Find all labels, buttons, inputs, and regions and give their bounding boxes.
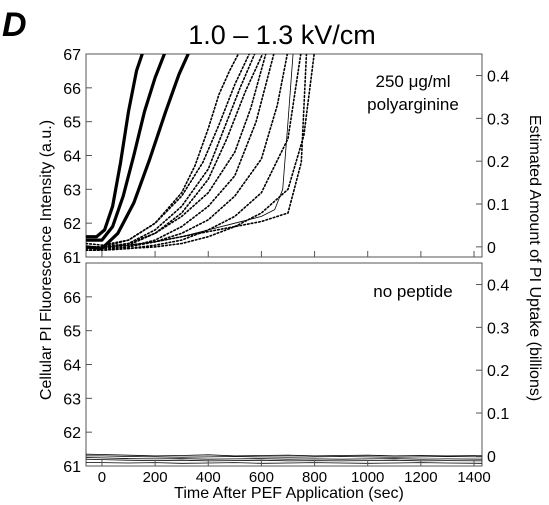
top-y-tick-label: 67 — [63, 47, 81, 64]
figure-title: 1.0 – 1.3 kV/cm — [188, 20, 376, 50]
top-panel-annotation-line-1: 250 μg/ml — [376, 72, 451, 91]
x-tick-label: 1400 — [457, 469, 490, 486]
x-tick-label: 0 — [98, 469, 106, 486]
y-axis-label-left: Cellular PI Fluorescence Intensity (a.u.… — [38, 120, 55, 400]
bottom-y2-tick-label: 0 — [487, 449, 496, 466]
top-y2-tick-label: 0.1 — [487, 197, 509, 214]
bottom-series-3 — [86, 458, 482, 462]
top-series-11 — [86, 54, 302, 251]
top-series-5 — [86, 54, 251, 248]
bottom-panel-annotation: no peptide — [373, 282, 452, 301]
top-y-tick-label: 64 — [63, 149, 81, 166]
top-series-10 — [86, 54, 289, 250]
top-y2-tick-label: 0.4 — [487, 69, 509, 86]
bottom-y-tick-label: 62 — [63, 425, 81, 442]
bottom-y2-tick-label: 0.4 — [487, 278, 509, 295]
x-tick-label: 800 — [302, 469, 327, 486]
bottom-y2-tick-label: 0.2 — [487, 363, 509, 380]
bottom-y-tick-label: 64 — [63, 358, 81, 375]
axes: 61 62 63 64 65 66 67 0 0.1 0.2 0.3 0.4 61 62 63 64 65 66 0… — [63, 47, 509, 486]
bottom-y2-tick-label: 0.3 — [487, 320, 509, 337]
top-y2-tick-label: 0 — [487, 240, 496, 257]
bottom-series-1 — [86, 455, 482, 458]
x-tick-label: 200 — [143, 469, 168, 486]
top-series-4 — [86, 54, 240, 246]
y-axis-label-right: Estimated Amount of PI Uptake (billions) — [526, 115, 543, 401]
top-series-1 — [86, 54, 144, 239]
x-tick-label: 600 — [249, 469, 274, 486]
bottom-panel-curves — [86, 453, 482, 464]
top-series-14 — [86, 54, 294, 248]
bottom-y2-tick-label: 0.1 — [487, 406, 509, 423]
top-series-7 — [86, 54, 264, 250]
bottom-series-2 — [86, 457, 482, 460]
top-panel-annotation-line-2: polyarginine — [367, 95, 459, 114]
top-panel-curves — [86, 54, 315, 251]
top-y2-tick-label: 0.2 — [487, 154, 509, 171]
bottom-y-tick-label: 65 — [63, 324, 81, 341]
top-series-2 — [86, 54, 167, 242]
top-y-tick-label: 62 — [63, 216, 81, 233]
bottom-y-tick-label: 61 — [63, 459, 81, 476]
x-tick-label: 400 — [196, 469, 221, 486]
top-series-12 — [86, 54, 315, 251]
bottom-y-tick-label: 63 — [63, 391, 81, 408]
top-y-tick-label: 61 — [63, 250, 81, 267]
top-series-13 — [86, 54, 308, 248]
panel-letter: D — [2, 6, 27, 44]
top-y-tick-label: 63 — [63, 182, 81, 199]
x-tick-label: 1000 — [351, 469, 384, 486]
top-y-tick-label: 66 — [63, 81, 81, 98]
bottom-series-5 — [86, 462, 482, 464]
top-y-tick-label: 65 — [63, 115, 81, 132]
bottom-y-tick-label: 66 — [63, 290, 81, 307]
bottom-series-4 — [86, 453, 482, 457]
top-y2-tick-label: 0.3 — [487, 111, 509, 128]
x-axis-label: Time After PEF Application (sec) — [174, 485, 404, 502]
x-tick-label: 1200 — [404, 469, 437, 486]
